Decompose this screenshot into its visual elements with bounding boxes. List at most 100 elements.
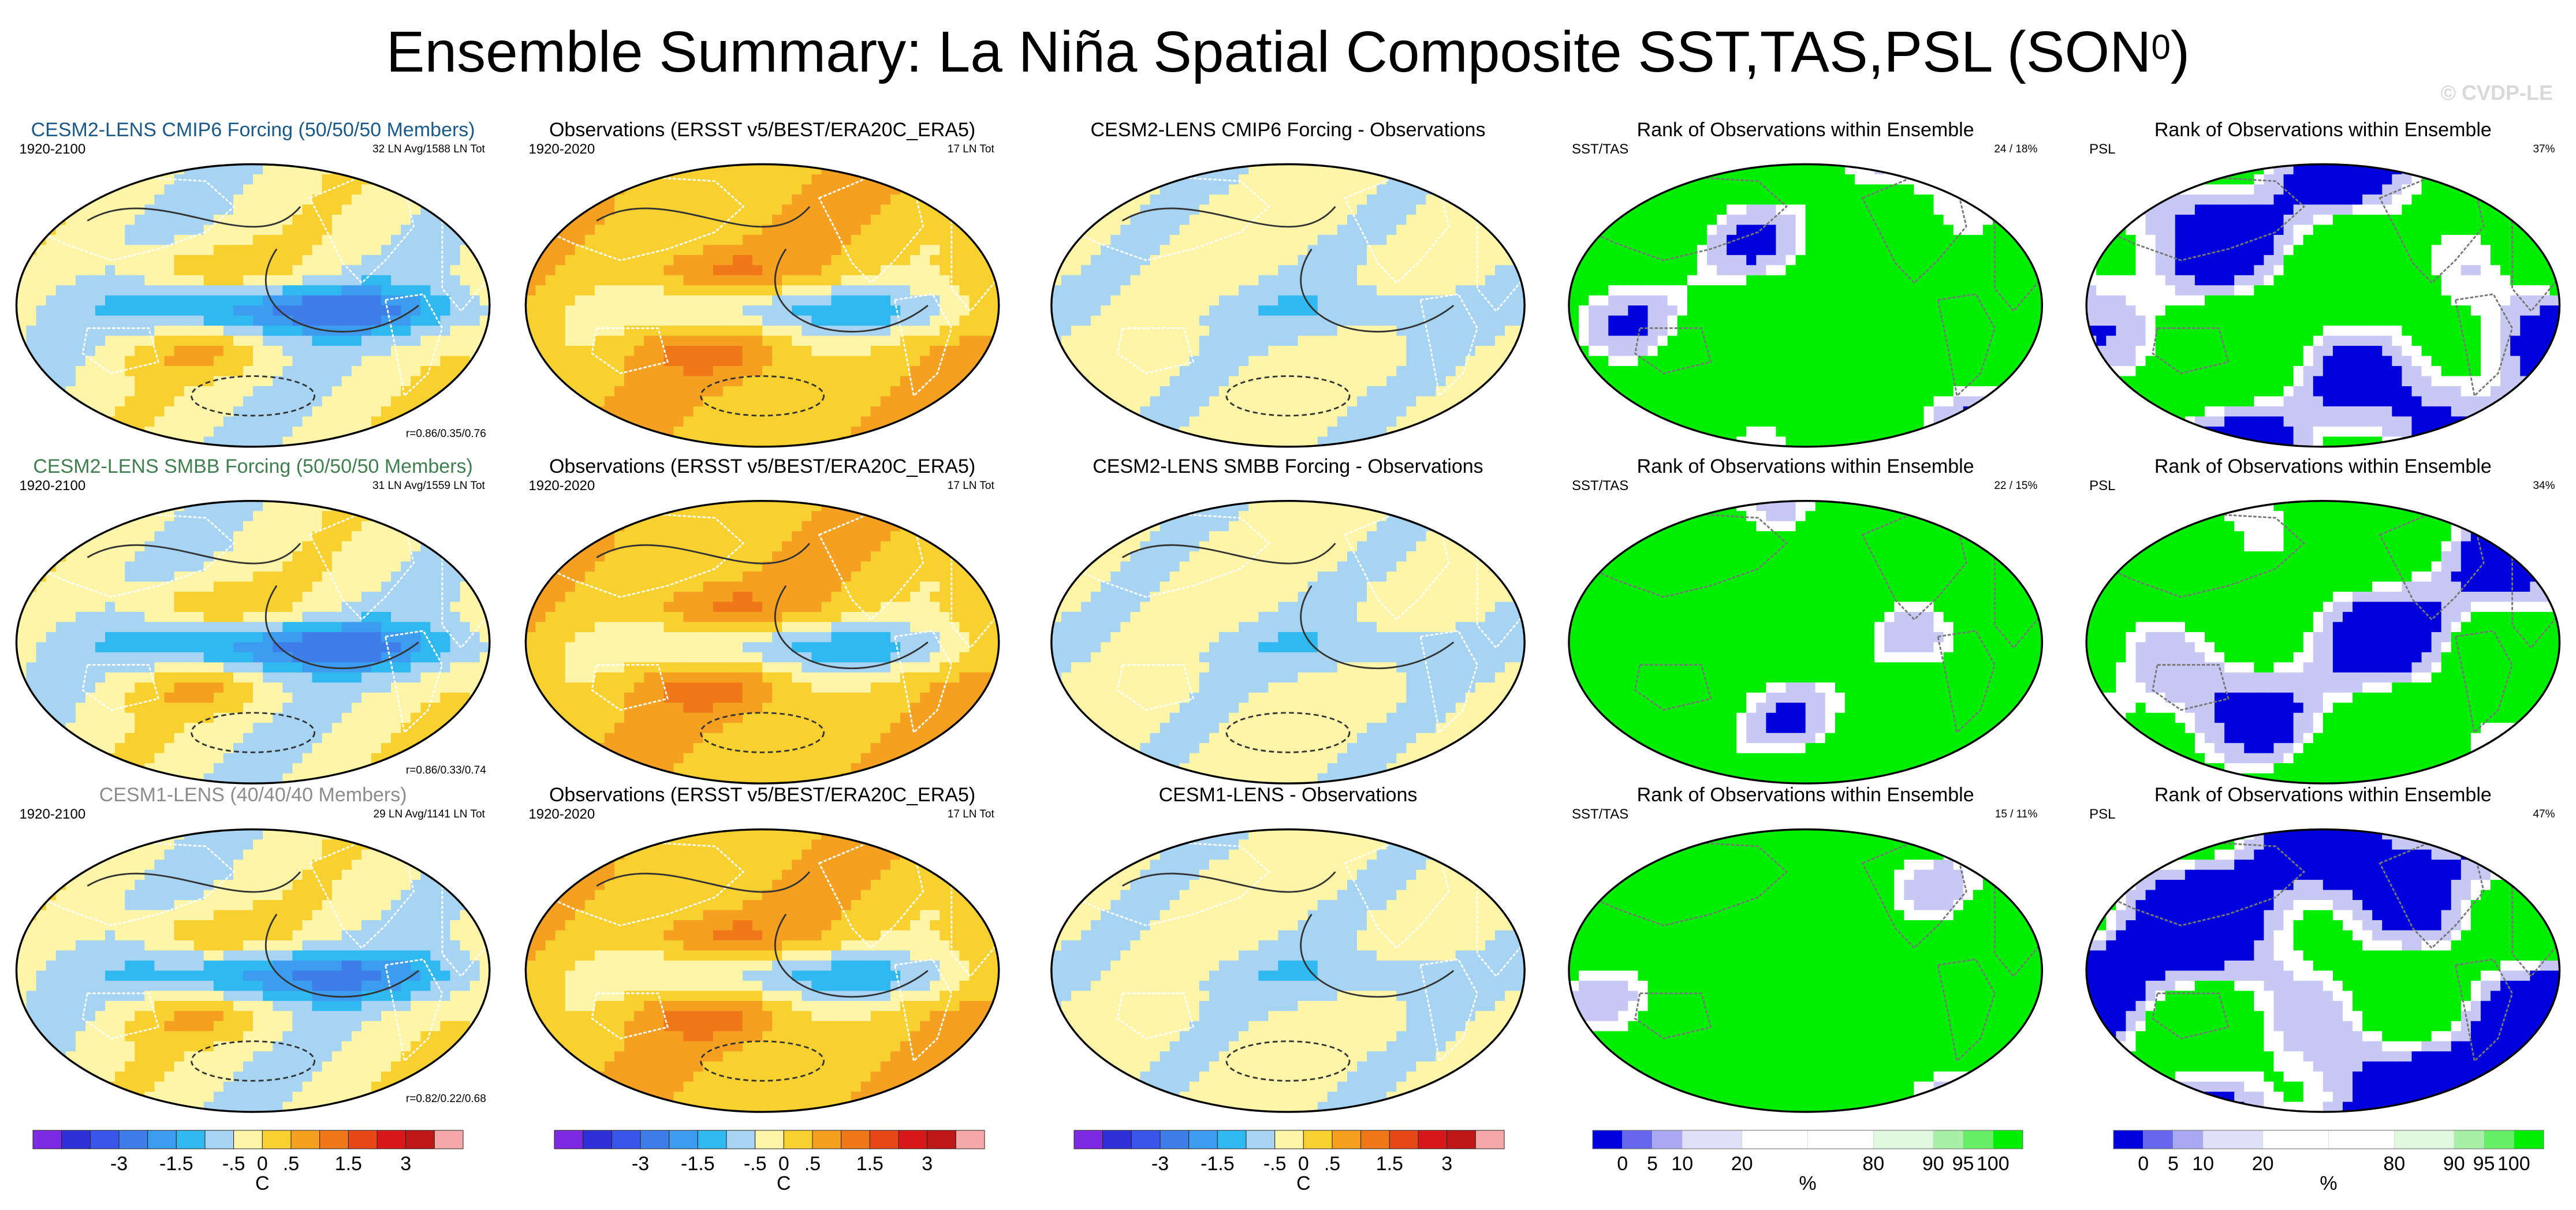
rank-cell [1677, 315, 1688, 327]
anomaly-cell [1239, 255, 1250, 266]
anomaly-cell [1081, 305, 1092, 316]
anomaly-cell [361, 315, 372, 327]
anomaly-cell [1071, 174, 1082, 185]
anomaly-cell [125, 234, 136, 246]
anomaly-cell [1367, 204, 1378, 216]
anomaly-cell [1494, 326, 1506, 337]
anomaly-cell [614, 326, 625, 337]
anomaly-cell [594, 386, 606, 397]
anomaly-cell [1485, 436, 1496, 447]
anomaly-cell [1091, 406, 1102, 417]
rank-cell [1727, 346, 1738, 357]
anomaly-cell [851, 386, 862, 397]
anomaly-cell [125, 305, 136, 316]
anomaly-cell [1199, 416, 1210, 428]
anomaly-cell [144, 255, 155, 266]
anomaly-cell [1298, 326, 1308, 337]
rank-cell [1805, 285, 1816, 296]
anomaly-cell [693, 275, 704, 286]
anomaly-cell [713, 416, 724, 428]
anomaly-cell [154, 275, 165, 286]
anomaly-cell [1101, 255, 1112, 266]
rank-cell [1638, 245, 1649, 256]
rank-cell [1657, 214, 1668, 226]
anomaly-cell [391, 295, 402, 307]
anomaly-cell [401, 295, 412, 307]
anomaly-cell [525, 225, 536, 236]
anomaly-cell [460, 214, 471, 226]
anomaly-cell [1071, 305, 1082, 316]
anomaly-cell [890, 356, 901, 367]
anomaly-cell [1475, 396, 1486, 408]
anomaly-cell [312, 194, 323, 206]
anomaly-cell [401, 366, 412, 377]
rank-cell [1687, 234, 1698, 246]
anomaly-cell [742, 366, 754, 377]
anomaly-cell [910, 326, 921, 337]
anomaly-cell [1140, 396, 1151, 408]
anomaly-cell [351, 335, 363, 347]
anomaly-cell [683, 265, 694, 276]
anomaly-cell [1278, 386, 1289, 397]
rank-cell [1914, 234, 1925, 246]
anomaly-cell [663, 255, 674, 266]
anomaly-cell [693, 396, 704, 408]
rank-cell [1894, 315, 1905, 327]
rank-cell [1884, 214, 1895, 226]
anomaly-cell [1396, 326, 1407, 337]
rank-cell [1943, 204, 1954, 216]
rank-cell [1973, 346, 1984, 357]
rank-cell [1914, 265, 1925, 276]
anomaly-cell [1278, 436, 1289, 447]
anomaly-cell [184, 305, 195, 316]
rank-cell [1568, 255, 1580, 266]
anomaly-cell [1150, 174, 1161, 185]
anomaly-cell [732, 265, 744, 276]
anomaly-cell [1140, 174, 1151, 185]
anomaly-cell [772, 436, 783, 447]
anomaly-cell [1356, 255, 1368, 266]
anomaly-cell [1101, 295, 1112, 307]
rank-cell [1805, 305, 1816, 316]
rank-cell [1825, 234, 1836, 246]
anomaly-cell [105, 426, 116, 438]
anomaly-cell [890, 305, 901, 316]
anomaly-cell [604, 275, 616, 286]
anomaly-cell [440, 396, 451, 408]
rank-cell [1766, 225, 1777, 236]
anomaly-cell [880, 305, 892, 316]
anomaly-cell [772, 174, 783, 185]
anomaly-cell [46, 174, 57, 185]
anomaly-cell [654, 366, 665, 377]
anomaly-cell [604, 396, 616, 408]
anomaly-cell [752, 275, 763, 286]
anomaly-cell [1307, 386, 1318, 397]
anomaly-cell [821, 416, 832, 428]
anomaly-cell [401, 326, 412, 337]
anomaly-cell [322, 426, 333, 438]
anomaly-cell [292, 356, 303, 367]
anomaly-cell [693, 406, 704, 417]
anomaly-cell [1218, 416, 1230, 428]
rank-cell [1776, 346, 1787, 357]
rank-cell [1835, 326, 1846, 337]
anomaly-cell [1268, 426, 1279, 438]
anomaly-cell [1505, 386, 1516, 397]
anomaly-cell [1071, 164, 1082, 175]
rank-cell [1677, 275, 1688, 286]
anomaly-cell [851, 184, 862, 196]
anomaly-cell [851, 366, 862, 377]
anomaly-cell [381, 356, 392, 367]
anomaly-cell [1386, 225, 1397, 236]
rank-cell [1963, 285, 1974, 296]
anomaly-cell [1091, 245, 1102, 256]
rank-cell [1638, 346, 1649, 357]
anomaly-cell [381, 174, 392, 185]
anomaly-cell [213, 356, 225, 367]
anomaly-cell [1426, 356, 1437, 367]
anomaly-cell [772, 335, 783, 347]
anomaly-cell [144, 225, 155, 236]
anomaly-cell [792, 214, 803, 226]
anomaly-cell [85, 275, 96, 286]
anomaly-cell [243, 164, 254, 175]
